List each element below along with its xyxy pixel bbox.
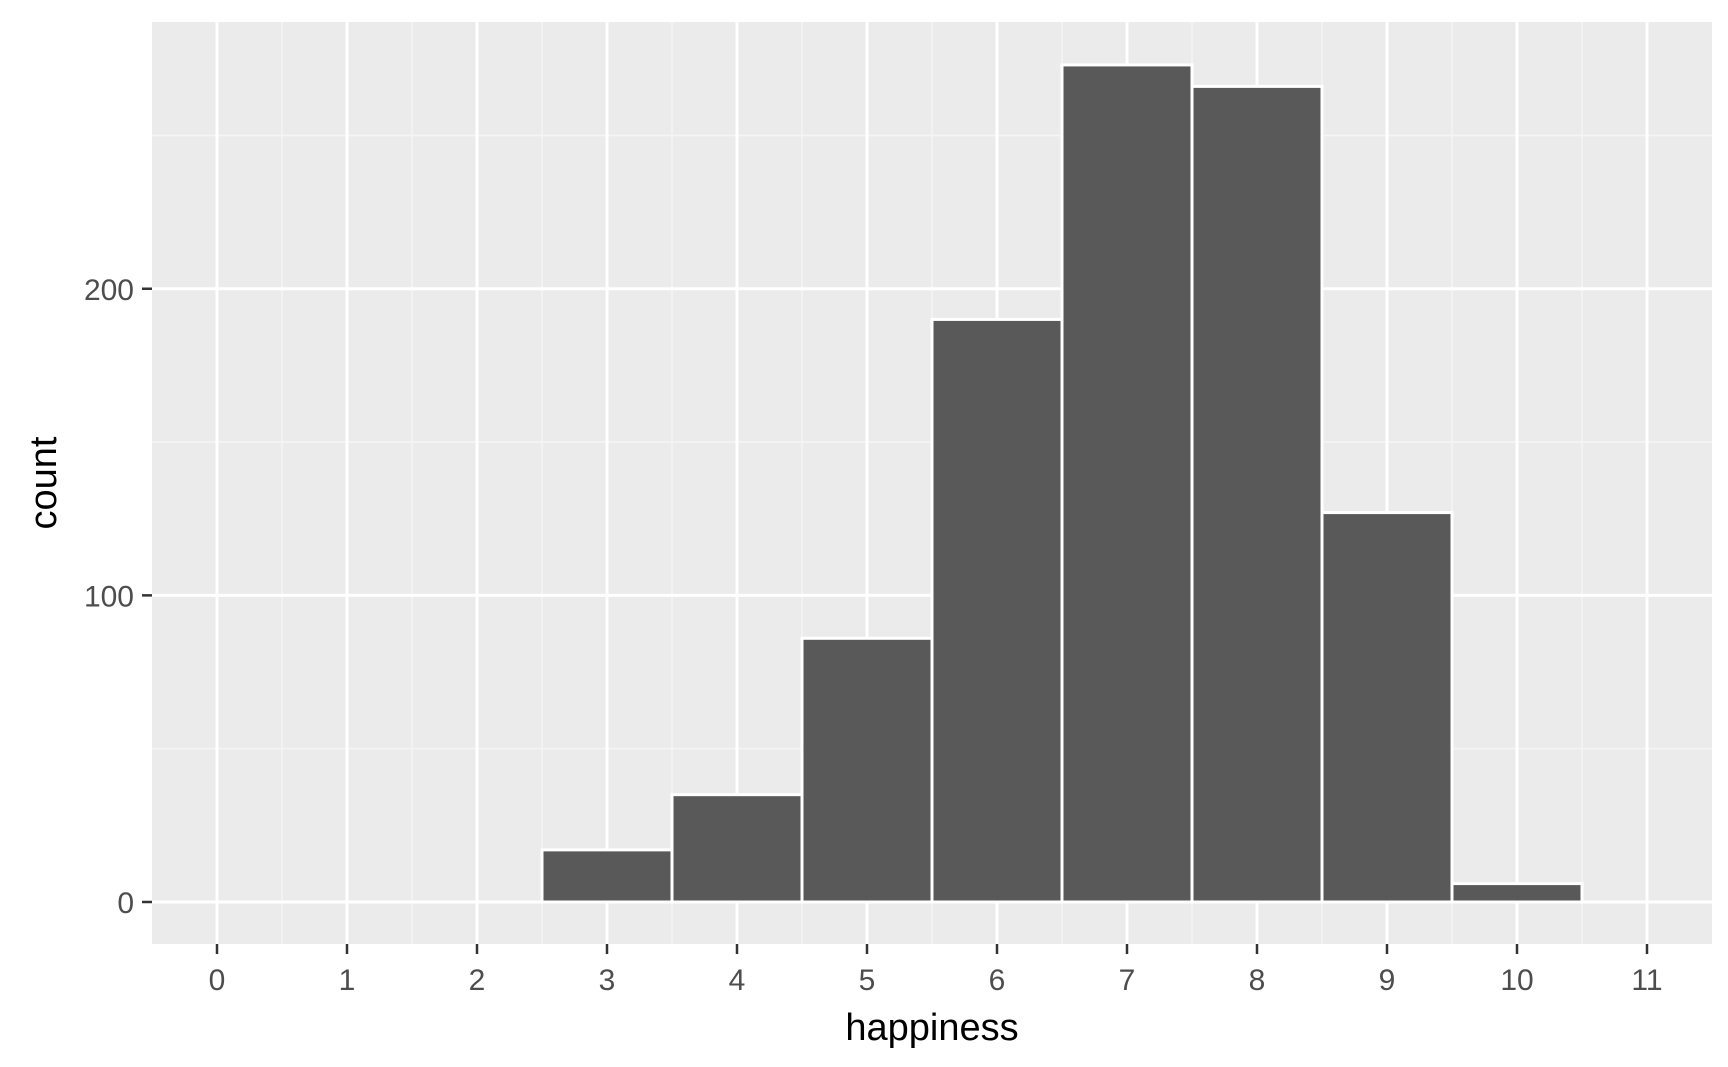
x-tick-label: 11 (1631, 964, 1662, 997)
x-axis: 0 1 2 3 4 5 6 7 8 9 10 11 (209, 944, 1663, 997)
histogram-bar (1060, 63, 1194, 904)
histogram-bar (670, 793, 804, 904)
x-tick-label: 10 (1500, 964, 1533, 997)
x-tick-label: 7 (1119, 964, 1136, 997)
histogram-bar (1190, 84, 1324, 904)
y-tick-label: 100 (84, 580, 134, 613)
bars (540, 63, 1584, 904)
histogram-bar (1450, 882, 1584, 904)
histogram-bar (930, 317, 1064, 904)
y-axis: 0 100 200 (84, 274, 152, 920)
y-axis-title: count (23, 436, 65, 529)
histogram-bar (540, 848, 674, 904)
x-axis-title: happiness (845, 1007, 1018, 1049)
x-tick-label: 6 (989, 964, 1006, 997)
y-tick-label: 0 (117, 887, 134, 920)
x-tick-label: 9 (1379, 964, 1396, 997)
x-tick-label: 1 (339, 964, 356, 997)
y-tick-label: 200 (84, 274, 134, 307)
x-tick-label: 0 (209, 964, 226, 997)
x-tick-label: 2 (469, 964, 486, 997)
x-tick-label: 8 (1249, 964, 1266, 997)
x-tick-label: 5 (859, 964, 876, 997)
x-tick-label: 4 (729, 964, 746, 997)
histogram-bar (800, 636, 934, 904)
histogram-bar (1320, 511, 1454, 904)
x-tick-label: 3 (599, 964, 616, 997)
